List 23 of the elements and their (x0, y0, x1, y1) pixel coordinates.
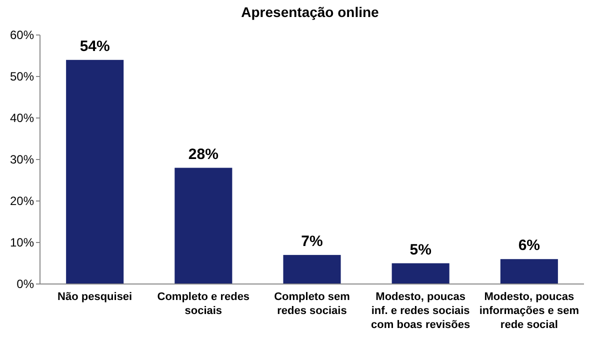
data-label: 5% (410, 241, 432, 258)
bar (283, 254, 341, 284)
data-label: 28% (188, 146, 218, 163)
bar (392, 263, 450, 284)
data-label: 54% (80, 38, 110, 55)
chart-title: Apresentação online (241, 4, 380, 20)
y-tick-label: 60% (10, 28, 34, 42)
x-tick-label: Modesto, poucas inf. e redes sociais com boas revisões (371, 291, 470, 331)
y-tick-label: 30% (10, 152, 34, 167)
x-tick-label: Completo sem redes sociais (274, 291, 350, 317)
x-tick-label: Modesto, poucas informações e sem rede social (479, 291, 580, 331)
bar (500, 259, 558, 284)
bar (66, 60, 124, 284)
y-tick-label: 40% (10, 111, 34, 126)
y-tick-label: 10% (10, 236, 34, 250)
x-tick-label: Completo e redes sociais (157, 291, 250, 317)
bar (174, 168, 232, 284)
data-label: 7% (301, 232, 323, 250)
y-tick-label: 50% (10, 70, 34, 84)
y-tick-label: 0% (16, 277, 34, 292)
y-tick-label: 20% (10, 194, 34, 208)
data-label: 6% (518, 237, 540, 254)
x-tick-label: Não pesquisei (58, 291, 132, 303)
